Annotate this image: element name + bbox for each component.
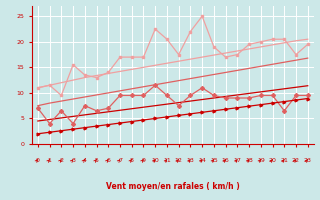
X-axis label: Vent moyen/en rafales ( km/h ): Vent moyen/en rafales ( km/h ): [106, 182, 240, 191]
